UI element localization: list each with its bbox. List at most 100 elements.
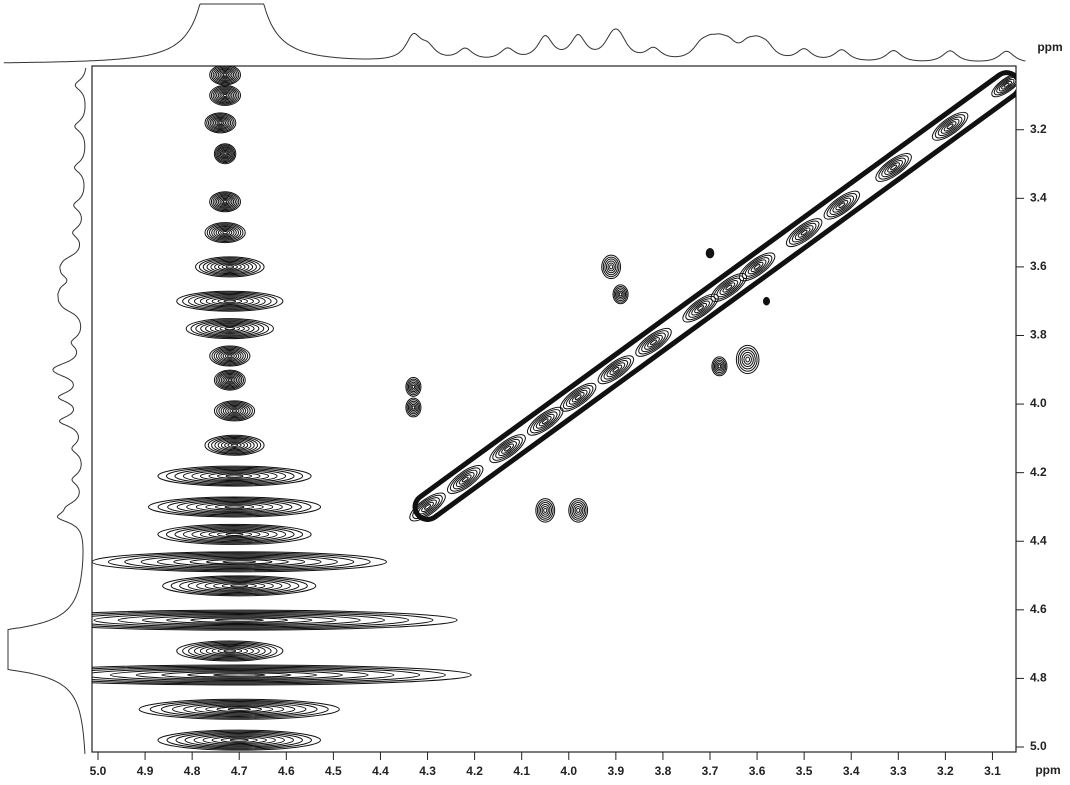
cross-peak [405, 397, 422, 418]
x-tick-label: 3.5 [796, 764, 813, 778]
contour [405, 377, 422, 397]
contour [174, 526, 295, 543]
y-tick-label: 3.6 [1030, 259, 1047, 273]
water-peak [209, 84, 242, 106]
contour [214, 504, 255, 510]
water-peak [204, 434, 265, 456]
contour [231, 409, 238, 413]
y-tick-label: 4.8 [1030, 671, 1047, 685]
y-axis-label: ppm [1037, 40, 1062, 54]
contour [193, 643, 266, 659]
contour [217, 298, 243, 304]
contour [220, 737, 258, 743]
contour [194, 704, 285, 715]
contour [182, 641, 278, 661]
cross-peak [568, 498, 589, 523]
contour [213, 347, 246, 365]
contour [204, 112, 237, 134]
diagonal-peak [559, 382, 597, 412]
contour [217, 648, 243, 654]
contour [223, 299, 237, 303]
cross-peak [612, 284, 629, 305]
contour [406, 399, 421, 416]
contour [221, 72, 230, 78]
contour [574, 505, 582, 515]
y-tick-label: 3.8 [1030, 328, 1047, 342]
contour [501, 443, 514, 454]
x-tick-label: 4.9 [137, 764, 154, 778]
contour [741, 254, 773, 280]
contour [211, 436, 258, 454]
contour [764, 299, 768, 303]
contour [214, 261, 246, 272]
contour [214, 324, 245, 333]
contour [229, 408, 240, 414]
contour [202, 258, 257, 276]
contour [219, 372, 241, 388]
contour [568, 389, 588, 405]
contour [410, 403, 417, 412]
contour [187, 578, 291, 593]
contour [538, 416, 552, 427]
contour [187, 672, 292, 678]
contour [229, 738, 249, 742]
contour [216, 89, 235, 102]
contour [543, 507, 548, 513]
contour [124, 553, 355, 571]
contour [211, 116, 230, 129]
contour [216, 706, 262, 712]
contour [222, 352, 238, 360]
contour [223, 649, 237, 653]
contour [165, 466, 304, 486]
contour [215, 227, 235, 238]
contour [222, 73, 228, 77]
contour [213, 369, 246, 391]
contour [410, 383, 417, 391]
contour [600, 357, 632, 382]
contour [176, 640, 284, 662]
x-tick-label: 4.7 [231, 764, 248, 778]
contour [210, 66, 240, 85]
contour [216, 120, 225, 126]
contour [536, 500, 554, 521]
contour [461, 476, 469, 483]
contour [174, 467, 295, 485]
contour [407, 400, 419, 415]
contour [213, 400, 256, 422]
contour [411, 384, 416, 389]
contour [753, 264, 761, 270]
contour [495, 438, 520, 459]
water-peak [213, 143, 237, 165]
x-tick-label: 4.0 [560, 764, 577, 778]
contour [209, 323, 250, 334]
x-tick-label: 3.6 [749, 764, 766, 778]
contour [765, 300, 768, 303]
contour [209, 84, 242, 106]
contour [230, 443, 239, 447]
contour [647, 337, 660, 348]
contour [107, 552, 371, 572]
contour [217, 228, 233, 237]
diagonal-peak [635, 327, 672, 357]
x-tick-label: 4.6 [278, 764, 295, 778]
contour [208, 472, 261, 480]
contour [227, 354, 233, 358]
contour [199, 644, 260, 658]
contour [571, 392, 585, 403]
contour [498, 441, 517, 457]
projection-top [3, 3, 1026, 64]
contour [208, 530, 261, 539]
contour [175, 731, 303, 749]
contour [217, 196, 233, 207]
contour [210, 86, 240, 105]
water-peak [204, 112, 237, 134]
contour [998, 78, 1015, 92]
contour [220, 374, 239, 387]
contour [209, 345, 251, 367]
water-peak [92, 664, 472, 686]
contour [170, 576, 308, 596]
x-tick-label: 4.8 [184, 764, 201, 778]
contour [92, 665, 446, 685]
contour [140, 554, 338, 569]
contour [887, 162, 901, 173]
